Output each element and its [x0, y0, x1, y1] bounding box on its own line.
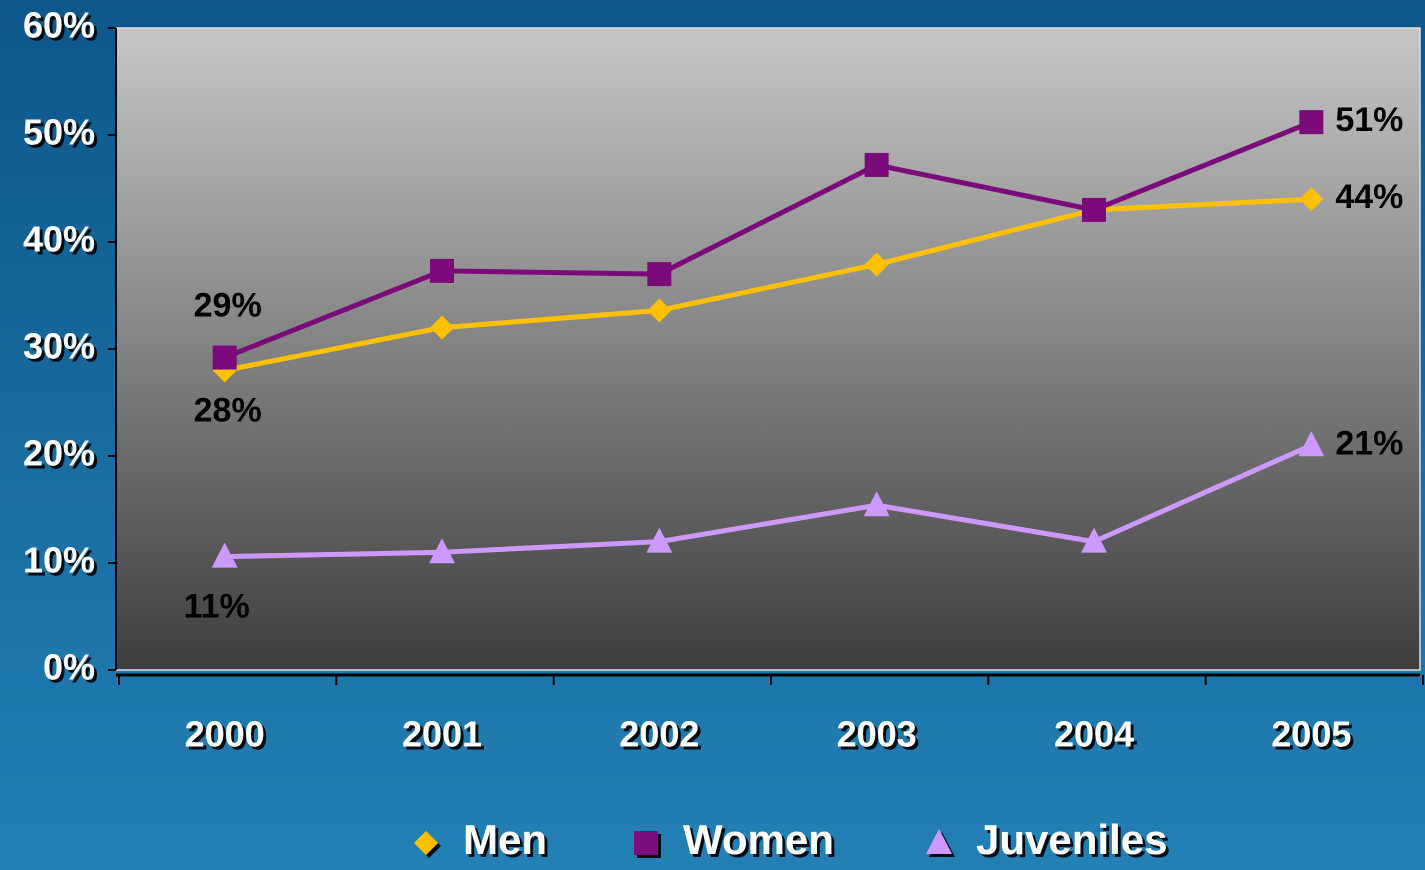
plot-area [115, 27, 1421, 671]
marker [430, 258, 454, 283]
data-label: 21% [1335, 424, 1403, 462]
marker [212, 345, 237, 370]
marker [1298, 431, 1325, 457]
marker [1299, 187, 1324, 212]
series-line [223, 119, 1313, 360]
marker [1082, 197, 1106, 222]
marker [864, 152, 889, 177]
marker [429, 538, 455, 564]
marker [926, 829, 952, 854]
y-tick-label: 50% [23, 112, 95, 153]
y-tick-label: 10% [23, 540, 95, 581]
marker [430, 315, 454, 340]
y-tick-label: 40% [23, 219, 95, 260]
x-tick-label: 2003 [837, 714, 917, 755]
data-label: 51% [1335, 101, 1403, 139]
legend-label: Men [463, 816, 547, 863]
marker [414, 831, 438, 855]
marker [211, 542, 238, 568]
x-tick-label: 2000 [185, 714, 265, 755]
data-label: 29% [194, 287, 262, 325]
marker [863, 491, 890, 517]
data-label: 28% [194, 391, 262, 429]
x-tick-label: 2005 [1271, 714, 1351, 755]
x-tick-label: 2002 [619, 714, 699, 755]
legend-label: Juveniles [976, 816, 1167, 863]
x-tick-label: 2001 [402, 714, 482, 755]
x-tick-label: 2004 [1054, 714, 1134, 755]
y-tick-label: 60% [23, 5, 95, 46]
y-tick-label: 30% [23, 326, 95, 367]
series-line [224, 443, 1313, 560]
marker [634, 831, 658, 855]
y-tick-label: 20% [23, 433, 95, 474]
data-label: 44% [1335, 178, 1403, 216]
data-label: 11% [184, 588, 250, 626]
legend-label: Women [683, 816, 834, 863]
marker [864, 252, 889, 277]
marker [1081, 527, 1107, 553]
marker [1299, 110, 1324, 135]
marker [647, 298, 672, 323]
series-line [224, 196, 1312, 373]
y-tick-label: 0% [43, 647, 95, 688]
marker [646, 527, 673, 553]
marker [647, 262, 672, 287]
